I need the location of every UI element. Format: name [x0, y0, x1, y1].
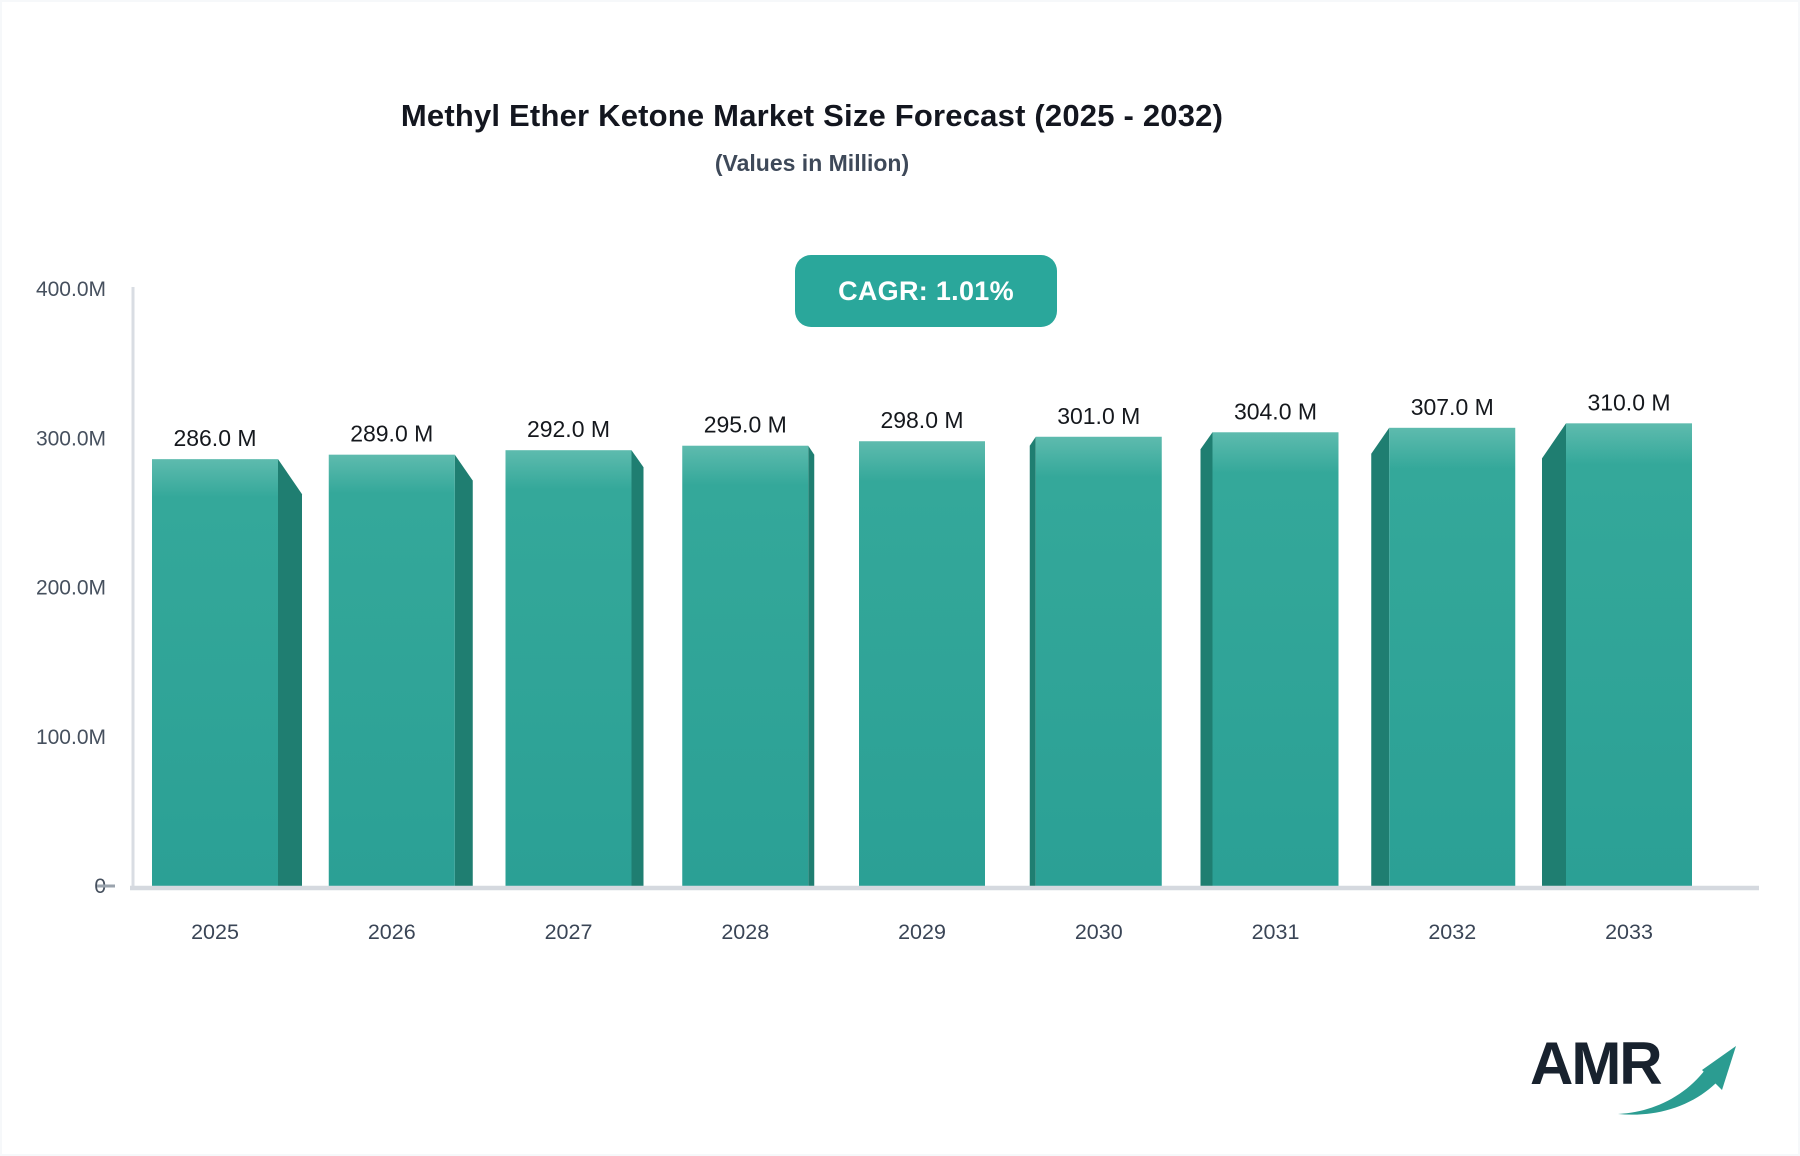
- x-tick-label-2025: 2025: [191, 920, 239, 944]
- bar-2031[interactable]: [1212, 432, 1339, 886]
- bar-2032[interactable]: [1389, 427, 1516, 886]
- y-tick-label-400.0M: 400.0M: [36, 278, 106, 301]
- bar-2033[interactable]: [1566, 423, 1692, 886]
- x-tick-label-2027: 2027: [545, 920, 593, 944]
- bar-2026[interactable]: [328, 454, 455, 886]
- amr-logo-text: AMR: [1530, 1030, 1663, 1097]
- bar-value-label-2028: 295.0 M: [704, 412, 787, 438]
- x-tick-label-2026: 2026: [368, 920, 416, 944]
- bar-value-label-2032: 307.0 M: [1411, 394, 1494, 420]
- amr-logo: AMR: [1530, 1034, 1780, 1124]
- bar-value-label-2025: 286.0 M: [173, 425, 256, 451]
- bar-side-2030[interactable]: [1029, 436, 1036, 886]
- bar-2028[interactable]: [682, 445, 809, 886]
- cagr-badge: CAGR: 1.01%: [795, 255, 1057, 327]
- bar-value-label-2030: 301.0 M: [1057, 403, 1140, 429]
- bar-value-label-2027: 292.0 M: [527, 416, 610, 442]
- chart-subtitle: (Values in Million): [714, 150, 910, 176]
- y-tick-label-200.0M: 200.0M: [36, 577, 106, 600]
- chart-title: Methyl Ether Ketone Market Size Forecast…: [400, 98, 1224, 133]
- growth-arrow-icon: [1618, 1046, 1736, 1115]
- y-tick-label-300.0M: 300.0M: [36, 427, 106, 450]
- x-tick-label-2028: 2028: [721, 920, 769, 944]
- arrow-swoosh: [1618, 1066, 1719, 1115]
- bar-2027[interactable]: [505, 450, 632, 886]
- x-tick-label-2029: 2029: [898, 920, 946, 944]
- x-tick-label-2031: 2031: [1252, 920, 1300, 944]
- y-tick-label-100.0M: 100.0M: [36, 726, 106, 749]
- bar-value-label-2031: 304.0 M: [1234, 398, 1317, 424]
- bar-value-label-2026: 289.0 M: [350, 421, 433, 447]
- arrow-head: [1702, 1046, 1736, 1090]
- bar-2029[interactable]: [859, 441, 985, 886]
- bar-value-label-2033: 310.0 M: [1587, 389, 1670, 415]
- bar-side-2031[interactable]: [1200, 432, 1213, 886]
- x-tick-label-2033: 2033: [1605, 920, 1653, 944]
- bar-side-2026[interactable]: [454, 454, 473, 886]
- bar-side-2025[interactable]: [278, 459, 302, 886]
- bar-side-2032[interactable]: [1371, 427, 1390, 886]
- bar-2025[interactable]: [152, 459, 278, 886]
- bar-value-label-2029: 298.0 M: [880, 407, 963, 433]
- x-tick-label-2030: 2030: [1075, 920, 1123, 944]
- bar-side-2027[interactable]: [631, 450, 644, 886]
- bar-side-2028[interactable]: [808, 445, 815, 886]
- bar-2030[interactable]: [1035, 436, 1162, 886]
- x-tick-label-2032: 2032: [1428, 920, 1476, 944]
- bar-side-2033[interactable]: [1542, 423, 1566, 886]
